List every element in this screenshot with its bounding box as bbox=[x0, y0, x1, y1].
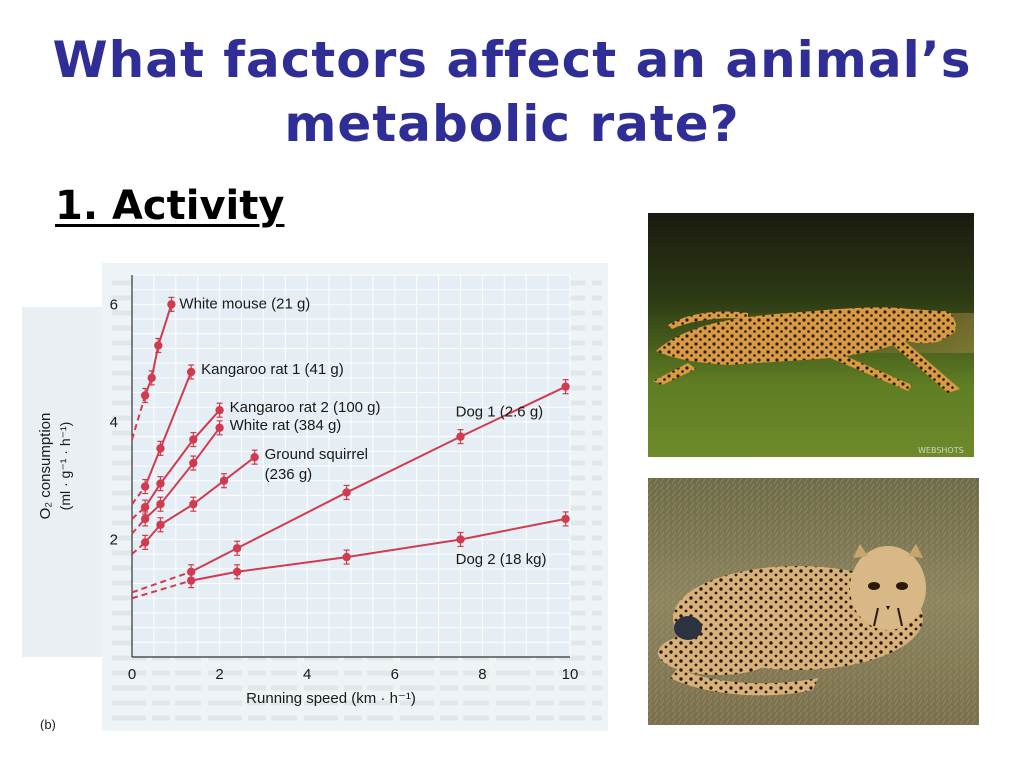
data-point bbox=[232, 567, 242, 576]
data-point bbox=[342, 488, 351, 497]
series-label: Kangaroo rat 1 (41 g) bbox=[201, 361, 344, 378]
x-tick-label: 10 bbox=[562, 666, 579, 683]
series-label-line: White mouse (21 g) bbox=[179, 295, 310, 312]
slide-title-line-2: metabolic rate? bbox=[284, 95, 740, 153]
data-point bbox=[456, 432, 465, 441]
axes: 0 2 4 6 8 10 2 4 6 Running speed (km · h⁻¹) O₂ con… bbox=[37, 275, 578, 707]
series-1 bbox=[131, 296, 176, 440]
gridlines bbox=[131, 274, 571, 658]
data-point bbox=[156, 444, 165, 453]
data-point bbox=[167, 300, 176, 309]
data-point bbox=[140, 482, 150, 491]
series-7 bbox=[131, 511, 570, 600]
data-point bbox=[342, 552, 351, 562]
data-point bbox=[561, 382, 570, 391]
series-label-line: Kangaroo rat 1 (41 g) bbox=[201, 361, 344, 378]
series-label-line: Dog 1 (2.6 g) bbox=[456, 404, 544, 421]
x-tick-label: 2 bbox=[215, 666, 223, 683]
data-point bbox=[147, 373, 156, 383]
cheetah-resting-photo bbox=[648, 478, 979, 725]
panel-label: (b) bbox=[40, 717, 56, 731]
series-label: White mouse (21 g) bbox=[179, 295, 310, 312]
series-2 bbox=[131, 364, 196, 505]
y-axis-label-line-1: O₂ consumption bbox=[37, 413, 54, 520]
data-point bbox=[189, 435, 198, 444]
y-tick-label: 4 bbox=[110, 414, 118, 431]
data-point bbox=[156, 500, 165, 509]
data-point bbox=[140, 502, 150, 512]
y-tick-label: 2 bbox=[110, 531, 118, 548]
data-point bbox=[189, 458, 198, 468]
data-point bbox=[186, 576, 196, 585]
data-point bbox=[250, 452, 259, 462]
data-point bbox=[140, 391, 150, 400]
page-background-left bbox=[22, 307, 107, 657]
data-point bbox=[189, 500, 198, 509]
oxygen-consumption-chart: 0 2 4 6 8 10 2 4 6 Running speed (km · h⁻¹) O₂ con… bbox=[22, 263, 608, 731]
series-label-line: Dog 2 (18 kg) bbox=[456, 551, 547, 568]
data-point bbox=[215, 423, 224, 432]
series-label-line: Ground squirrel bbox=[265, 446, 368, 463]
series-5 bbox=[131, 449, 259, 555]
x-tick-label: 0 bbox=[128, 666, 136, 683]
x-tick-label: 4 bbox=[303, 666, 311, 683]
data-point bbox=[456, 535, 465, 544]
data-point bbox=[186, 367, 196, 377]
series-3 bbox=[131, 402, 224, 520]
slide-title-line-1: What factors affect an animal’s bbox=[52, 31, 972, 89]
data-point bbox=[561, 514, 570, 524]
x-tick-label: 6 bbox=[391, 666, 399, 683]
photo-watermark: WEBSHOTS bbox=[918, 446, 964, 455]
series-layer bbox=[131, 296, 570, 600]
series-label-line: (236 g) bbox=[265, 466, 313, 483]
data-point bbox=[156, 520, 165, 529]
data-point bbox=[232, 544, 242, 553]
data-point bbox=[219, 476, 229, 485]
y-tick-label: 6 bbox=[110, 296, 118, 313]
data-point bbox=[215, 405, 224, 415]
data-point bbox=[156, 479, 165, 488]
data-point bbox=[140, 514, 150, 524]
textbook-figure-panel: 0 2 4 6 8 10 2 4 6 Running speed (km · h⁻¹) O₂ con… bbox=[22, 263, 608, 731]
series-6 bbox=[131, 379, 570, 594]
series-labels: White mouse (21 g) Kangaroo rat 1 (41 g) K… bbox=[179, 295, 546, 568]
y-axis-label-line-2: (ml · g⁻¹ · h⁻¹) bbox=[57, 422, 73, 511]
series-label: Ground squirrel (236 g) bbox=[265, 446, 368, 483]
series-label-line: Kangaroo rat 2 (100 g) bbox=[230, 399, 381, 416]
series-extrapolation-line bbox=[131, 518, 146, 535]
series-extrapolation-line bbox=[131, 579, 192, 600]
series-line bbox=[144, 409, 221, 508]
series-label-line: White rat (384 g) bbox=[230, 417, 342, 434]
data-point bbox=[140, 538, 150, 547]
x-axis-label: Running speed (km · h⁻¹) bbox=[246, 690, 416, 707]
series-label: Dog 2 (18 kg) bbox=[456, 551, 547, 568]
x-tick-label: 8 bbox=[478, 666, 486, 683]
cheetah-running-photo: WEBSHOTS bbox=[648, 213, 974, 457]
slide-title: What factors affect an animal’s metaboli… bbox=[0, 28, 1024, 156]
series-extrapolation-line bbox=[131, 485, 146, 505]
series-label: Kangaroo rat 2 (100 g) bbox=[230, 399, 381, 416]
series-extrapolation-line bbox=[131, 395, 147, 440]
series-4 bbox=[131, 420, 224, 535]
data-point bbox=[154, 341, 163, 350]
series-line bbox=[144, 427, 221, 520]
subheading-activity: 1. Activity bbox=[55, 183, 285, 229]
series-line bbox=[144, 304, 173, 396]
series-label: Dog 1 (2.6 g) bbox=[456, 404, 544, 421]
series-label: White rat (384 g) bbox=[230, 417, 342, 434]
series-extrapolation-line bbox=[131, 570, 192, 594]
